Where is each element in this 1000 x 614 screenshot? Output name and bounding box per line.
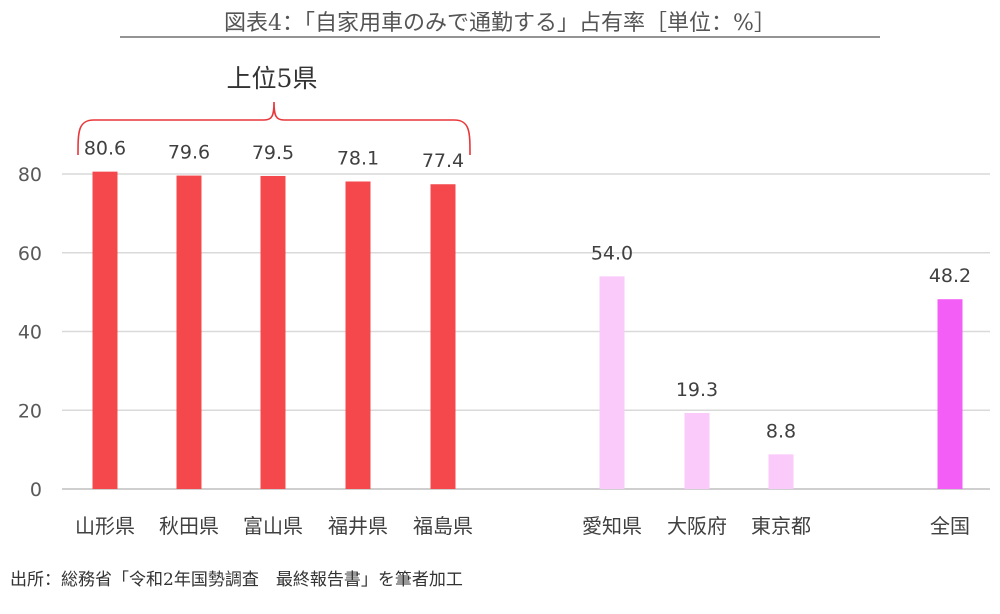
category-label: 東京都	[751, 514, 811, 538]
data-label: 19.3	[676, 379, 718, 401]
bar	[937, 299, 963, 489]
category-label: 富山県	[243, 514, 303, 538]
bar	[430, 184, 456, 490]
data-label: 77.4	[422, 150, 464, 172]
chart-title: 図表4：「自家用車のみで通勤する」占有率［単位：%］	[224, 11, 776, 36]
y-axis-ticks: 0 20 40 60 80	[18, 164, 42, 501]
category-label: 福井県	[328, 514, 388, 538]
category-label: 愛知県	[582, 514, 642, 538]
data-label: 48.2	[929, 265, 971, 287]
gridlines	[62, 173, 990, 490]
data-label: 8.8	[766, 420, 796, 442]
data-label: 79.6	[168, 142, 210, 164]
source-note: 出所：総務省「令和2年国勢調査 最終報告書」を筆者加工	[10, 570, 463, 590]
category-label: 福島県	[413, 514, 473, 538]
top5-annotation: 上位5県	[227, 64, 318, 93]
top5-brace	[77, 101, 471, 156]
bar	[92, 171, 118, 489]
category-labels: 山形県 秋田県 富山県 福井県 福島県 愛知県 大阪府 東京都 全国	[75, 514, 970, 538]
y-tick-label: 60	[18, 243, 42, 265]
data-label: 54.0	[591, 242, 633, 264]
y-tick-label: 20	[18, 400, 42, 422]
bar	[345, 181, 371, 489]
bar	[684, 413, 710, 489]
y-tick-label: 0	[30, 479, 42, 501]
bar	[176, 175, 202, 489]
y-tick-label: 80	[18, 164, 42, 186]
category-label: 山形県	[75, 514, 135, 538]
category-label: 全国	[930, 514, 970, 538]
data-label: 80.6	[84, 138, 126, 160]
category-label: 大阪府	[667, 514, 727, 538]
bars	[92, 171, 963, 490]
y-tick-label: 40	[18, 322, 42, 344]
bar	[260, 175, 286, 489]
data-label: 78.1	[337, 147, 379, 169]
bar	[768, 454, 794, 489]
bar	[599, 276, 625, 489]
category-label: 秋田県	[159, 514, 219, 538]
data-label: 79.5	[252, 142, 294, 164]
data-labels: 80.6 79.6 79.5 78.1 77.4 54.0 19.3 8.8 48.2	[84, 138, 971, 443]
